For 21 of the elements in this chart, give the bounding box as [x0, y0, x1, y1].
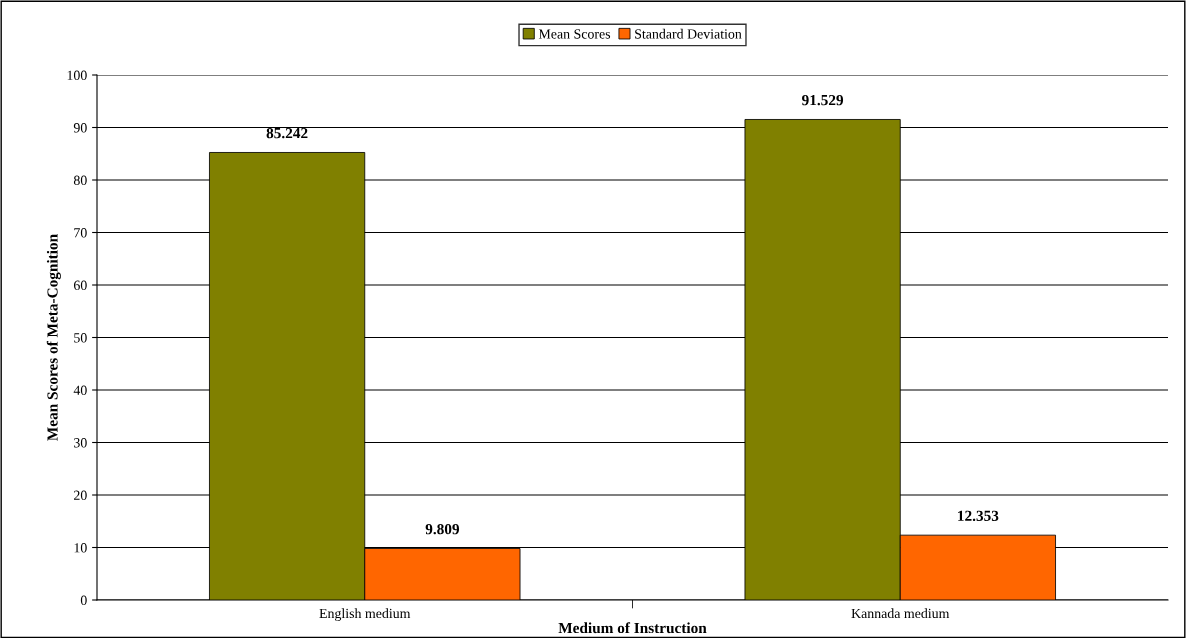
y-tick-label: 60 — [73, 280, 87, 290]
y-tick-label: 70 — [74, 228, 87, 238]
legend-label: Standard Deviation — [635, 28, 742, 39]
y-tick-label: 30 — [74, 438, 87, 448]
x-axis-title: Medium of Instruction — [558, 622, 707, 634]
y-tick-label: 10 — [74, 543, 87, 553]
data-label: 91.529 — [802, 94, 844, 106]
y-tick-label: 40 — [73, 385, 87, 395]
y-tick-label: 80 — [73, 175, 87, 185]
y-tick-label: 0 — [80, 595, 87, 605]
data-label: 12.353 — [958, 510, 999, 521]
x-tick-label: English medium — [319, 608, 411, 621]
y-axis-title: Mean Scores of Meta-Cognition — [46, 234, 61, 441]
y-tick-label: 90 — [73, 123, 87, 133]
y-tick-label: 50 — [74, 333, 87, 343]
y-tick-label: 100 — [67, 70, 87, 80]
y-tick-label: 20 — [74, 490, 87, 500]
data-label: 85.242 — [266, 127, 308, 139]
data-label: 9.809 — [425, 523, 460, 535]
x-tick-label: Kannada medium — [851, 608, 950, 619]
legend-label: Mean Scores — [538, 29, 611, 39]
